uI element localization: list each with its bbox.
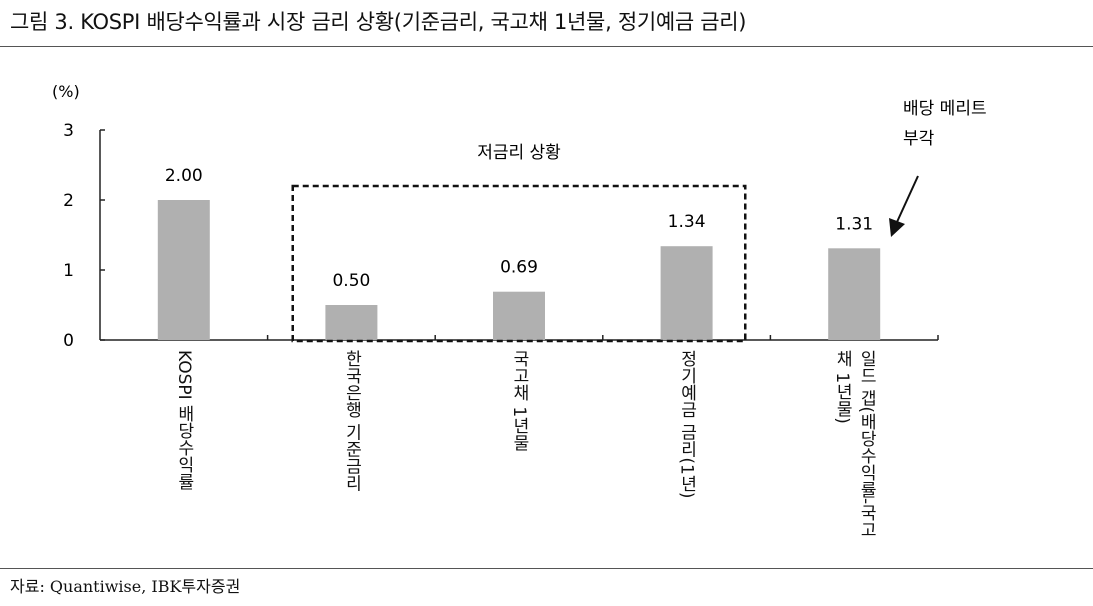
bar	[157, 200, 210, 340]
top-divider	[0, 46, 1093, 47]
category-label: 일드 갭(배당수익률-국고채 1년물)	[832, 350, 877, 539]
source-note: 자료: Quantiwise, IBK투자증권	[10, 577, 241, 596]
low-rate-box-label: 저금리 상황	[477, 143, 561, 163]
bar-value-label: 0.69	[500, 258, 538, 278]
chart-bars	[157, 200, 881, 340]
category-label: 정기예금 금리(1년)	[676, 350, 697, 499]
y-tick-label: 0	[63, 331, 74, 351]
y-axis-unit: (%)	[52, 82, 80, 101]
bar	[828, 248, 881, 340]
category-label: KOSPI 배당수익률	[173, 350, 194, 491]
bar-value-label: 0.50	[332, 271, 370, 291]
category-label: 국고채 1년물	[509, 350, 529, 452]
y-tick-label: 3	[63, 121, 74, 141]
bar-value-label: 1.34	[668, 212, 706, 232]
bar-value-label: 2.00	[165, 166, 203, 186]
bar	[325, 305, 378, 340]
y-tick-label: 2	[63, 191, 74, 211]
bottom-divider	[0, 568, 1093, 569]
bar	[493, 291, 545, 340]
arrow-label-line2: 부각	[903, 129, 935, 149]
arrow-label-line1: 배당 메리트	[903, 99, 987, 119]
y-tick-label: 1	[63, 261, 74, 281]
bar-value-label: 1.31	[835, 214, 873, 234]
low-rate-box	[291, 184, 747, 343]
chart-value-labels: 2.00 0.50 0.69 1.34 1.31	[165, 166, 873, 291]
arrow-head	[889, 218, 905, 237]
figure-title: 그림 3. KOSPI 배당수익률과 시장 금리 상황(기준금리, 국고채 1년…	[10, 10, 747, 34]
bar	[660, 246, 713, 340]
category-label: 한국은행 기준금리	[341, 350, 362, 492]
arrow-shaft	[896, 175, 919, 223]
